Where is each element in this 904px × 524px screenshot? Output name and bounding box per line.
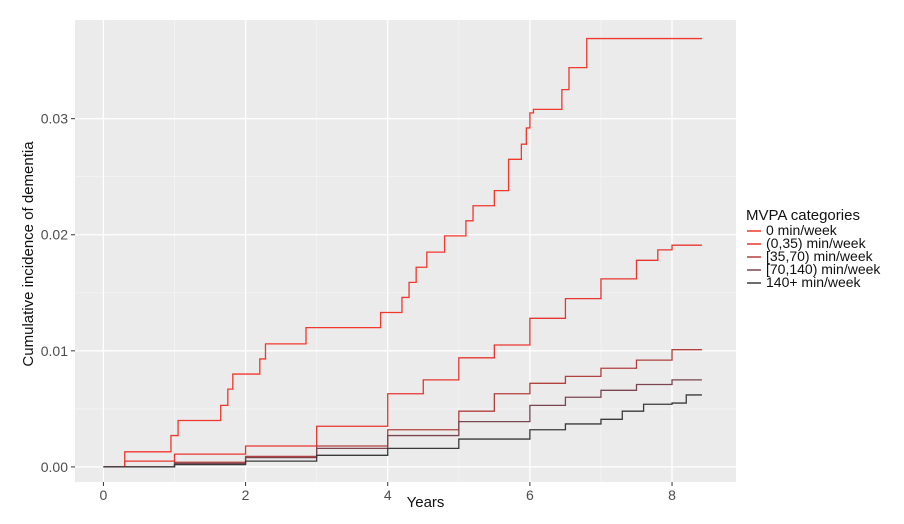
y-tick-label: 0.01	[41, 343, 68, 359]
legend: MVPA categories 0 min/week(0,35) min/wee…	[746, 207, 881, 290]
axis-ticks: 0 2 4 6 8 0.00 0.01 0.02 0.03	[41, 111, 676, 503]
legend-title: MVPA categories	[746, 207, 860, 224]
legend-label: [35,70) min/week	[766, 248, 874, 264]
series-line-5	[103, 394, 702, 468]
y-tick-label: 0.00	[41, 459, 68, 475]
legend-label: 140+ min/week	[766, 274, 862, 290]
legend-label: (0,35) min/week	[766, 235, 867, 251]
series-layer	[103, 37, 702, 468]
x-tick-label: 4	[384, 487, 392, 503]
y-tick-label: 0.02	[41, 227, 68, 243]
x-tick-label: 0	[100, 487, 108, 503]
legend-label: 0 min/week	[766, 222, 838, 238]
legend-label: [70,140) min/week	[766, 261, 881, 277]
x-tick-label: 2	[242, 487, 250, 503]
legend-items: 0 min/week(0,35) min/week[35,70) min/wee…	[747, 222, 881, 290]
x-tick-label: 8	[668, 487, 676, 503]
series-line-2	[103, 244, 702, 468]
series-line-1	[103, 37, 702, 468]
plot-panel	[75, 20, 736, 482]
minor-grid	[75, 20, 736, 482]
y-tick-label: 0.03	[41, 111, 68, 127]
x-axis-title: Years	[407, 494, 445, 511]
y-axis-title: Cumulative incidence of dementia	[20, 141, 37, 367]
x-tick-label: 6	[526, 487, 534, 503]
